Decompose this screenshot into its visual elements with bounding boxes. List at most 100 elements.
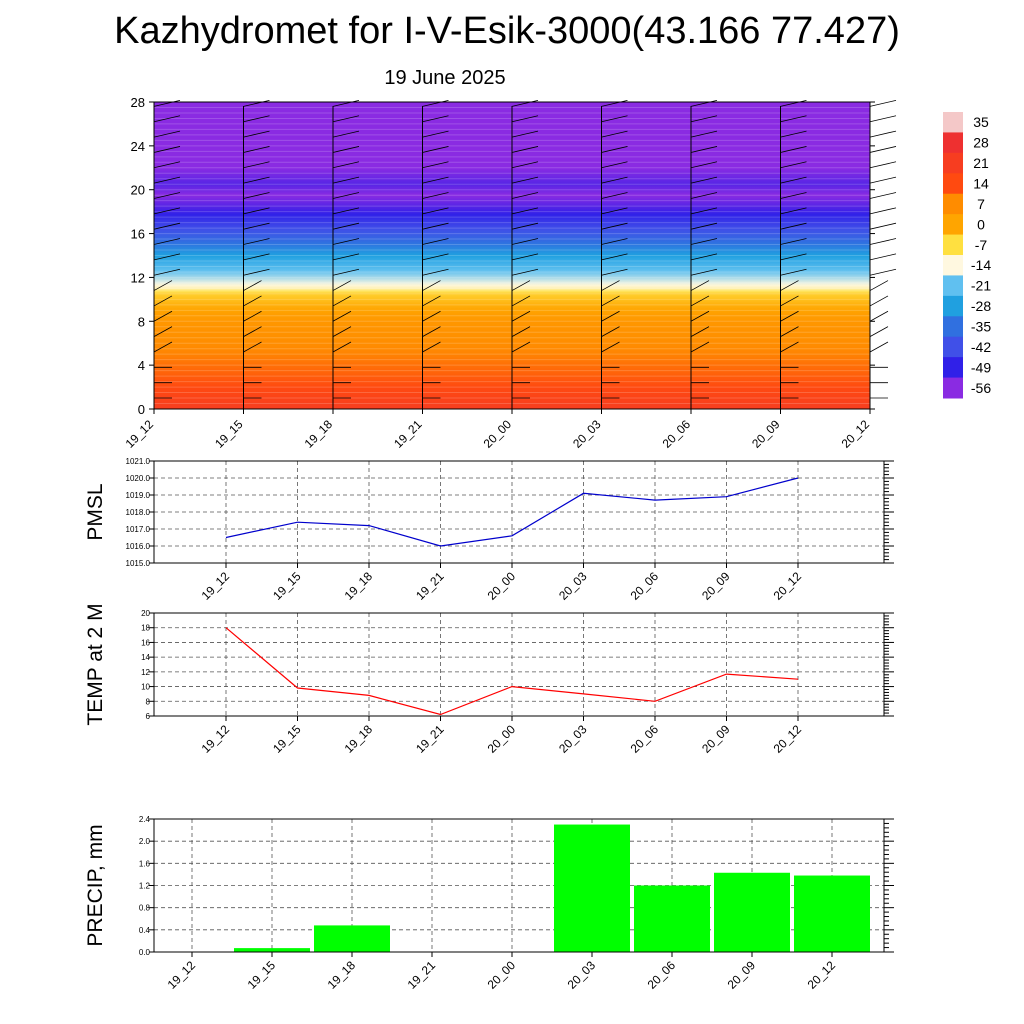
wind-barb bbox=[153, 310, 173, 322]
heatmap-x-tick-label: 19_15 bbox=[212, 417, 246, 451]
wind-barb bbox=[690, 99, 718, 107]
pmsl-y-tick-label: 1017.0 bbox=[126, 525, 151, 534]
precip-y-tick-label: 2.0 bbox=[139, 837, 151, 846]
wind-barb bbox=[153, 253, 181, 261]
wind-barb bbox=[869, 222, 897, 230]
wind-barb bbox=[869, 130, 897, 138]
wind-barb bbox=[780, 280, 799, 291]
wind-barb bbox=[422, 146, 449, 153]
wind-barb bbox=[601, 341, 620, 353]
wind-barb bbox=[422, 238, 449, 245]
wind-barb bbox=[511, 99, 539, 107]
wind-barb bbox=[869, 161, 897, 169]
page-title: Kazhydromet for I-V-Esik-3000(43.166 77.… bbox=[114, 10, 900, 52]
wind-barb bbox=[869, 268, 897, 276]
precip-x-tick-label: 20_09 bbox=[725, 958, 759, 992]
heatmap-y-tick-label: 8 bbox=[138, 314, 145, 329]
precip-x-tick-label: 19_12 bbox=[165, 958, 199, 992]
pmsl-x-tick-label: 19_21 bbox=[413, 569, 447, 603]
wind-barb bbox=[780, 207, 807, 215]
wind-barb bbox=[243, 207, 270, 215]
wind-barb bbox=[243, 326, 262, 337]
pmsl-y-tick-label: 1016.0 bbox=[126, 542, 151, 551]
wind-barb bbox=[153, 326, 173, 337]
wind-barb bbox=[243, 146, 270, 153]
wind-barb bbox=[780, 176, 807, 184]
wind-barb bbox=[511, 295, 531, 307]
wind-barb bbox=[422, 268, 449, 276]
wind-barb bbox=[243, 280, 262, 291]
wind-barb bbox=[332, 280, 352, 291]
wind-barb bbox=[422, 310, 441, 322]
wind-barb bbox=[243, 115, 270, 123]
wind-barb bbox=[780, 310, 799, 322]
wind-barb bbox=[690, 161, 718, 169]
wind-barb bbox=[332, 238, 360, 245]
temp-2m-y-tick-label: 6 bbox=[146, 712, 151, 721]
wind-barb bbox=[332, 310, 352, 322]
wind-barb bbox=[511, 280, 531, 291]
wind-barb bbox=[869, 146, 897, 153]
colorbar-label: -49 bbox=[971, 359, 991, 375]
colorbar-label: 0 bbox=[977, 216, 985, 232]
temp-2m-x-tick-label: 19_21 bbox=[413, 722, 447, 756]
wind-barb bbox=[243, 222, 270, 230]
wind-barb bbox=[153, 222, 181, 230]
wind-barb bbox=[869, 99, 897, 107]
temp-2m-frame bbox=[153, 612, 885, 717]
heatmap-y-tick-label: 12 bbox=[131, 270, 145, 285]
pmsl-x-tick-label: 19_18 bbox=[342, 569, 376, 603]
heatmap-x-tick-label: 20_12 bbox=[839, 417, 873, 451]
wind-barb bbox=[780, 238, 807, 245]
heatmap-y-tick-label: 20 bbox=[131, 183, 145, 198]
colorbar-label: -42 bbox=[971, 339, 991, 355]
wind-barb bbox=[422, 295, 441, 307]
wind-barb bbox=[422, 176, 449, 184]
wind-barb bbox=[153, 238, 181, 245]
pmsl-x-tick-label: 20_00 bbox=[485, 569, 519, 603]
heatmap-y-tick-label: 28 bbox=[131, 95, 145, 110]
heatmap-x-tick-label: 20_06 bbox=[660, 417, 694, 451]
precip-y-tick-label: 0.0 bbox=[139, 948, 151, 957]
heatmap-x-tick-label: 20_09 bbox=[749, 417, 783, 451]
pmsl-y-tick-label: 1020.0 bbox=[126, 474, 151, 483]
temp-2m-y-tick-label: 18 bbox=[141, 624, 150, 633]
temp-2m-y-tick-label: 20 bbox=[141, 609, 150, 618]
wind-barb bbox=[869, 295, 889, 307]
wind-barb bbox=[153, 268, 181, 276]
precip-x-tick-label: 20_12 bbox=[805, 958, 839, 992]
pmsl-x-tick-label: 20_12 bbox=[771, 569, 805, 603]
temp-2m-x-tick-label: 20_06 bbox=[628, 722, 662, 756]
heatmap-y-tick-label: 4 bbox=[138, 358, 145, 373]
heatmap-y-tick-label: 0 bbox=[138, 402, 145, 417]
heatmap-x-tick-label: 20_03 bbox=[570, 417, 604, 451]
wind-barb bbox=[780, 161, 807, 169]
wind-barb bbox=[243, 341, 262, 353]
wind-barb bbox=[690, 176, 718, 184]
heatmap-x-tick-label: 19_21 bbox=[391, 417, 425, 451]
temp-2m-y-tick-label: 10 bbox=[141, 683, 150, 692]
colorbar-swatch bbox=[943, 316, 963, 338]
colorbar-swatch bbox=[943, 112, 963, 133]
wind-barb bbox=[422, 192, 449, 199]
wind-barb bbox=[422, 341, 441, 353]
wind-barb bbox=[422, 280, 441, 291]
precip-bar bbox=[314, 925, 390, 952]
wind-barb bbox=[780, 192, 807, 199]
wind-barb bbox=[690, 115, 718, 123]
temp-2m-x-tick-label: 20_03 bbox=[556, 722, 590, 756]
wind-barb bbox=[690, 130, 718, 138]
temp-2m-x-tick-label: 20_00 bbox=[485, 722, 519, 756]
wind-barb bbox=[690, 326, 710, 337]
temp-2m-x-tick-label: 20_09 bbox=[699, 722, 733, 756]
wind-barb bbox=[332, 341, 352, 353]
colorbar-label: -14 bbox=[971, 257, 991, 273]
wind-barb bbox=[869, 207, 897, 215]
wind-barb bbox=[601, 222, 628, 230]
colorbar-swatch bbox=[943, 255, 963, 276]
wind-barb bbox=[243, 238, 270, 245]
wind-barb bbox=[511, 161, 539, 169]
wind-barb bbox=[601, 99, 628, 107]
precip-bar bbox=[794, 875, 870, 952]
wind-barb bbox=[690, 253, 718, 261]
